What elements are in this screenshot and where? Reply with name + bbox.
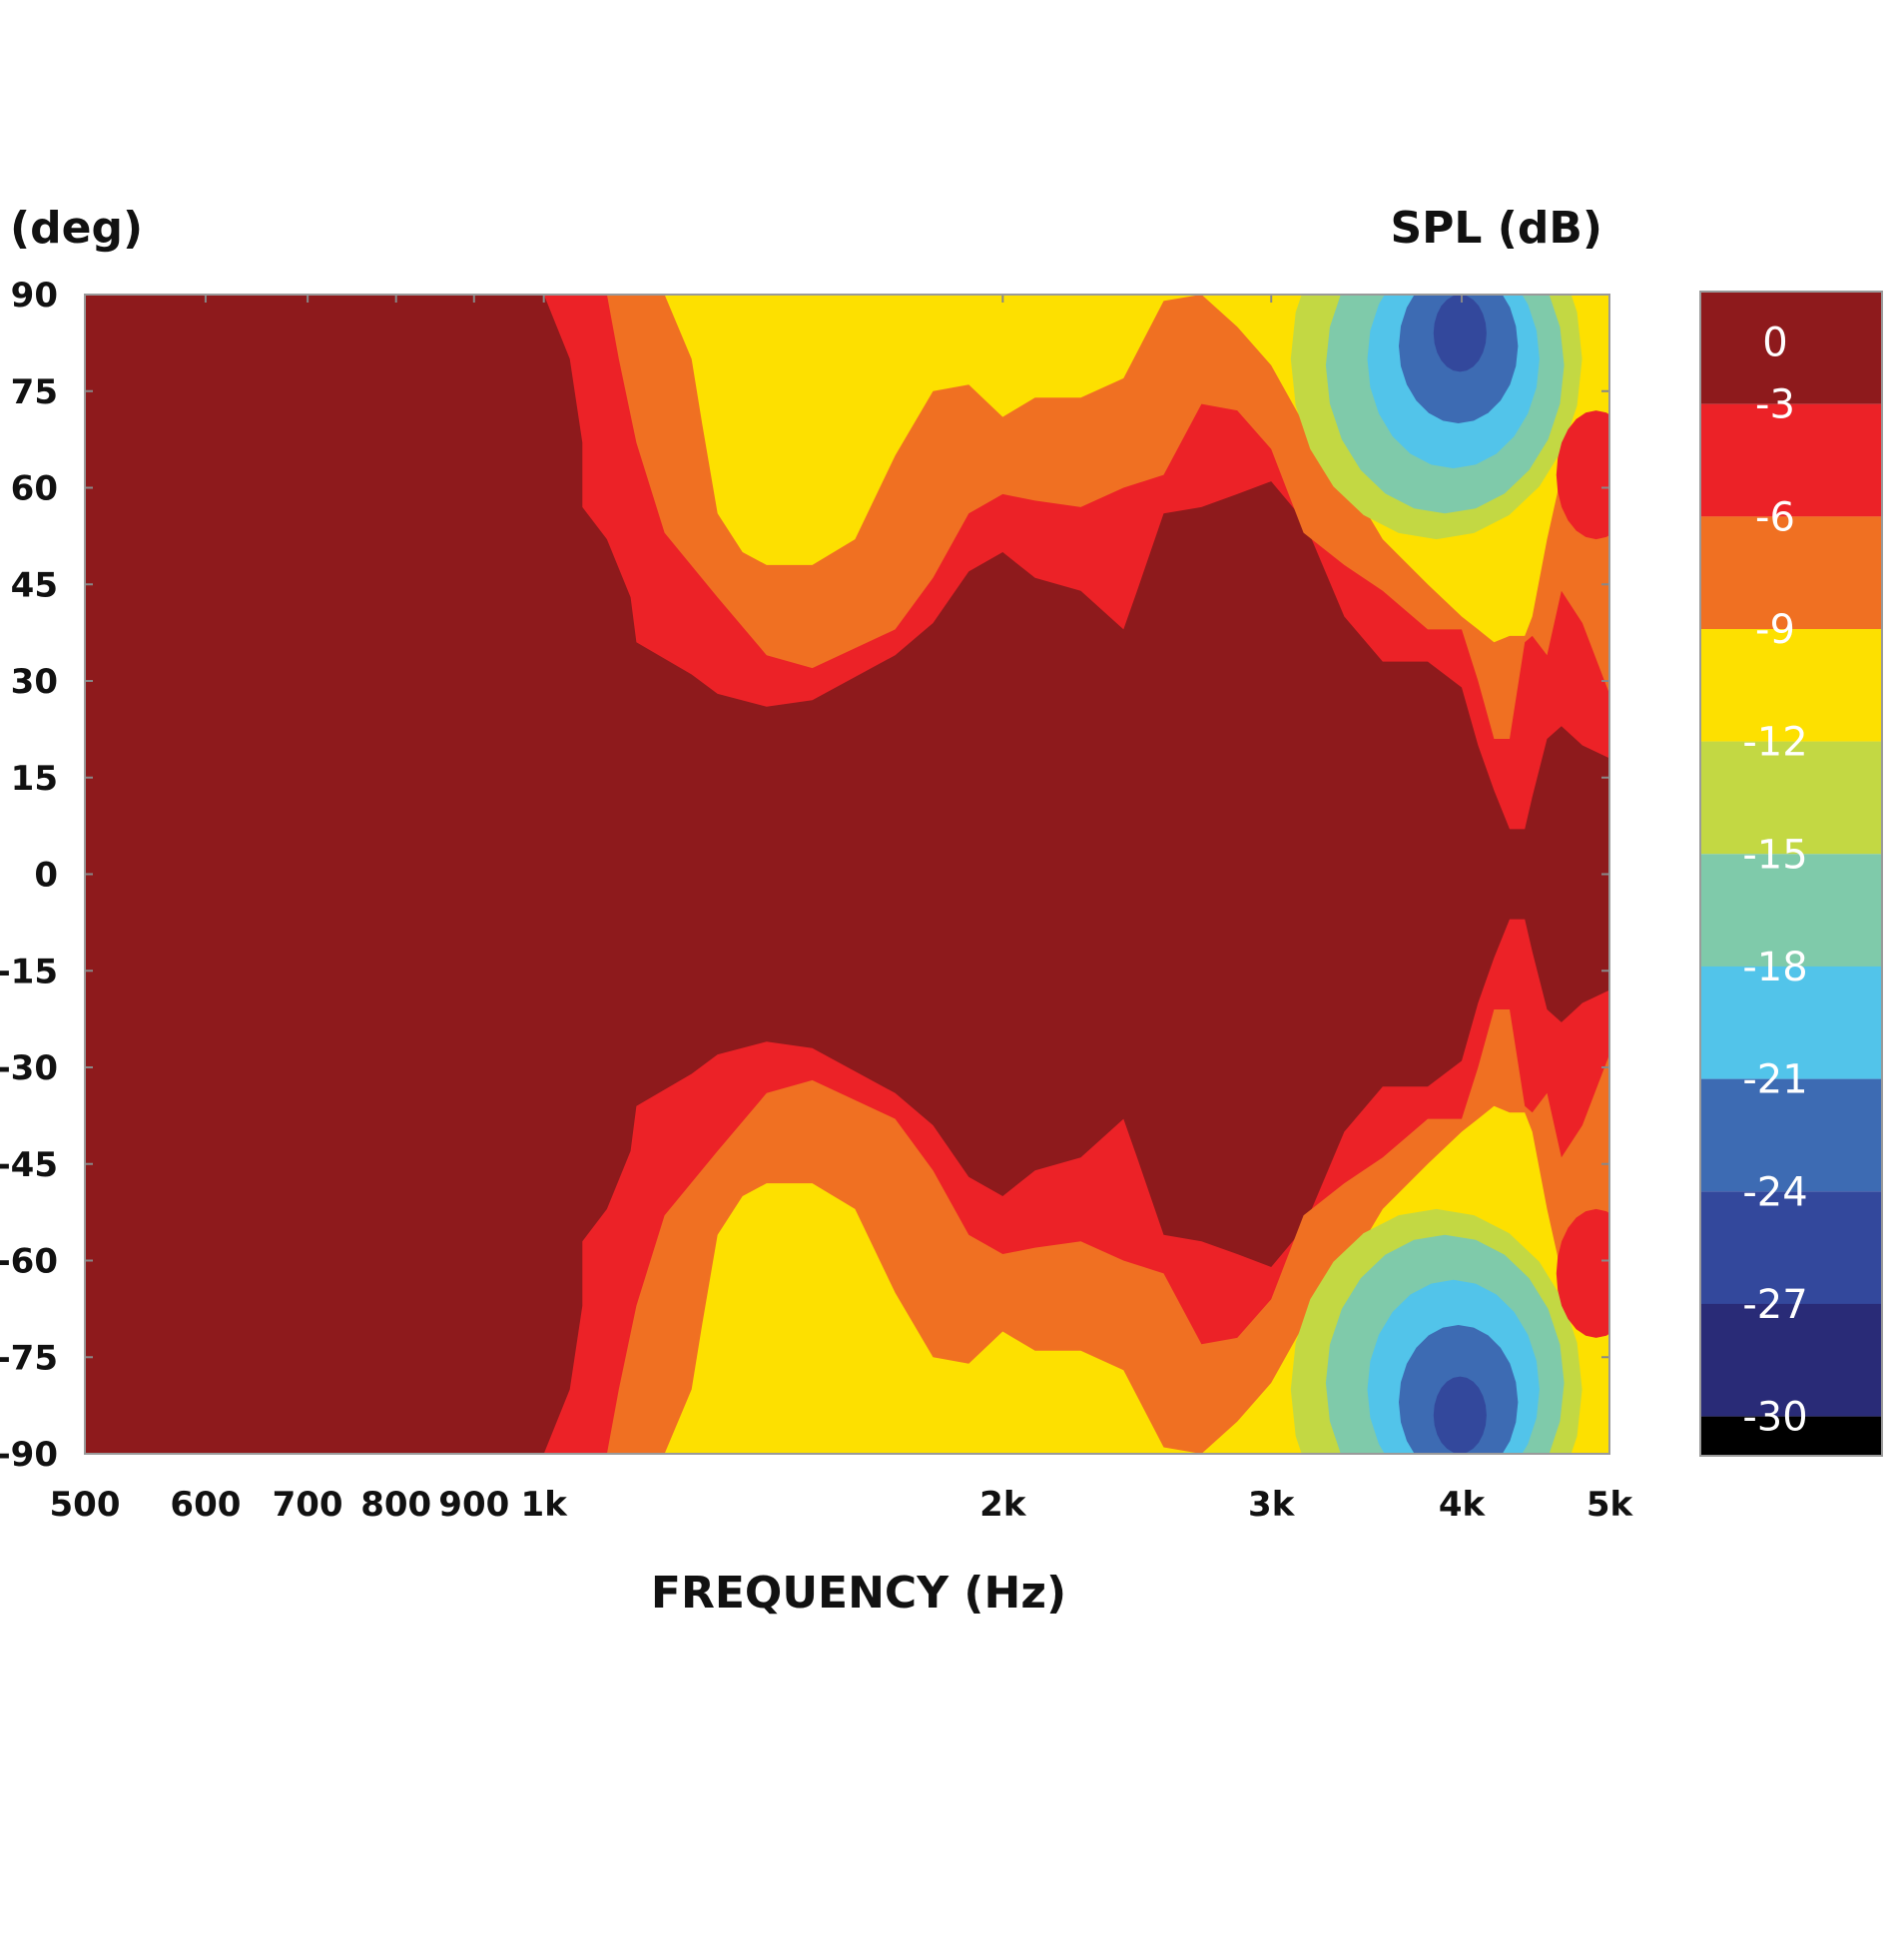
colorbar: 0 -3 -6 -9 -12 -15 -18 -21 -24 -27 -30 xyxy=(1699,291,1883,1457)
y-tick-label: 45 xyxy=(11,565,58,605)
y-tick-label: 30 xyxy=(11,662,58,702)
x-axis-title: FREQUENCY (Hz) xyxy=(651,1568,1066,1619)
colorbar-band xyxy=(1700,1303,1882,1417)
y-tick-label: 90 xyxy=(11,276,58,316)
colorbar-level-label: -9 xyxy=(1755,607,1795,653)
y-tick-label: -15 xyxy=(0,952,58,991)
x-tick-label: 1k xyxy=(521,1485,569,1525)
colorbar-level-label: -12 xyxy=(1742,720,1807,766)
x-axis: 500 600 700 800 900 1k 2k 3k 4k 5k xyxy=(50,294,1634,1525)
colorbar-band xyxy=(1700,629,1882,742)
x-tick-label: 3k xyxy=(1248,1485,1296,1525)
colorbar-band xyxy=(1700,1078,1882,1192)
plot-area xyxy=(85,295,1609,1454)
colorbar-level-label: -3 xyxy=(1755,382,1795,428)
y-tick-label: -60 xyxy=(0,1242,58,1282)
colorbar-level-label: 0 xyxy=(1762,321,1787,366)
colorbar-band xyxy=(1700,292,1882,404)
colorbar-band xyxy=(1700,403,1882,517)
x-tick-label: 800 xyxy=(360,1485,431,1525)
colorbar-level-label: -21 xyxy=(1742,1057,1807,1103)
colorbar-level-label: -30 xyxy=(1742,1395,1807,1441)
x-tick-label: 2k xyxy=(979,1485,1027,1525)
colorbar-level-label: -27 xyxy=(1742,1282,1807,1328)
region-upper-edge-m3db xyxy=(1556,410,1609,540)
plot-frame xyxy=(84,294,1610,1455)
y-axis: 90 75 60 45 30 15 0 -15 -30 -45 -60 -75 -90 xyxy=(0,276,1609,1475)
colorbar-band xyxy=(1700,516,1882,629)
y-tick-label: -45 xyxy=(0,1145,58,1185)
colorbar-level-label: -24 xyxy=(1742,1169,1807,1215)
colorbar-band xyxy=(1700,1191,1882,1304)
x-tick-label: 700 xyxy=(273,1485,343,1525)
colorbar-band xyxy=(1700,741,1882,855)
x-tick-label: 4k xyxy=(1439,1485,1487,1525)
region-lower-edge-m3db xyxy=(1556,1208,1609,1338)
y-tick-label: 60 xyxy=(11,469,58,509)
colorbar-level-label: -15 xyxy=(1742,832,1807,878)
colorbar-band xyxy=(1700,966,1882,1079)
region-upper-m24db xyxy=(1433,295,1487,372)
y-tick-label: 15 xyxy=(11,759,58,799)
x-tick-label: 5k xyxy=(1586,1485,1634,1525)
y-tick-label: 75 xyxy=(11,372,58,412)
colorbar-band xyxy=(1700,1416,1882,1456)
colorbar-frame xyxy=(1699,291,1883,1457)
colorbar-level-label: -18 xyxy=(1742,945,1807,990)
x-tick-label: 500 xyxy=(50,1485,121,1525)
y-tick-label: -75 xyxy=(0,1338,58,1378)
y-tick-label: 0 xyxy=(34,856,58,896)
y-tick-label: -30 xyxy=(0,1048,58,1088)
region-lower-m24db xyxy=(1433,1376,1487,1454)
colorbar-title: SPL (dB) xyxy=(1390,203,1602,254)
y-tick-label: -90 xyxy=(0,1435,58,1475)
y-axis-title: (deg) xyxy=(10,203,143,254)
colorbar-level-label: -6 xyxy=(1755,494,1795,540)
colorbar-band xyxy=(1700,854,1882,967)
x-tick-label: 900 xyxy=(438,1485,509,1525)
x-tick-label: 600 xyxy=(170,1485,241,1525)
